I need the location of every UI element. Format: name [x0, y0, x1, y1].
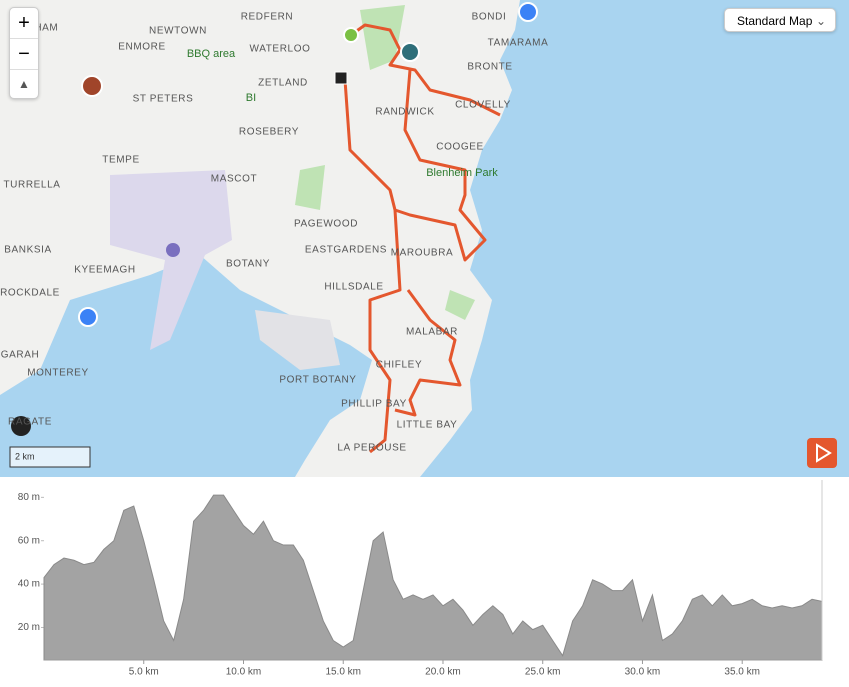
place-label: KYEEMAGH	[74, 265, 135, 276]
place-label: RAGATE	[8, 417, 52, 428]
x-tick-label: 25.0 km	[525, 667, 561, 678]
play-icon	[816, 443, 832, 463]
place-label: BRONTE	[467, 62, 512, 73]
place-label: WATERLOO	[250, 44, 311, 55]
zoom-in[interactable]: +	[18, 12, 30, 34]
start-marker[interactable]	[343, 27, 359, 43]
compass[interactable]: ▲	[10, 69, 38, 98]
place-label: MAROUBRA	[391, 248, 454, 259]
park-label: Blenheim Park	[426, 167, 498, 179]
scale-label: 2 km	[15, 451, 35, 461]
place-label: PORT BOTANY	[279, 375, 356, 386]
place-label: MONTEREY	[27, 368, 88, 379]
map-style-label: Standard Map	[737, 14, 813, 28]
place-label: RANDWICK	[375, 107, 434, 118]
place-label: ST PETERS	[133, 94, 194, 105]
y-tick-label: 60 m	[18, 535, 40, 546]
place-label: ROCKDALE	[0, 288, 60, 299]
repair-marker[interactable]	[400, 42, 420, 62]
x-tick-label: 35.0 km	[724, 667, 760, 678]
scale-bar	[9, 446, 91, 468]
route	[343, 23, 501, 454]
place-label: GARAH	[1, 350, 40, 361]
place-label: EASTGARDENS	[305, 245, 387, 256]
elevation-chart: 20 m 40 m 60 m 80 m 5.0 km 10.0 km 15.0 km 20.0…	[18, 480, 823, 678]
photo-marker[interactable]	[518, 2, 538, 22]
photo-marker[interactable]	[78, 307, 98, 327]
x-tick-label: 30.0 km	[625, 667, 661, 678]
park	[445, 290, 475, 320]
airport	[110, 170, 232, 350]
park-label: BBQ area	[187, 48, 236, 60]
play-button[interactable]	[807, 438, 837, 468]
place-label: CHIFLEY	[376, 360, 422, 371]
place-label: BOTANY	[226, 259, 270, 270]
y-tick-label: 80 m	[18, 492, 40, 503]
place-label: TAMARAMA	[488, 38, 549, 49]
x-tick-label: 20.0 km	[425, 667, 461, 678]
place-label: MASCOT	[211, 174, 257, 185]
ocean	[420, 0, 849, 477]
place-label: BANKSIA	[4, 245, 52, 256]
x-tick-label: 5.0 km	[129, 667, 159, 678]
place-label: REDFERN	[241, 12, 294, 23]
place-label: MALABAR	[406, 327, 458, 338]
place-label: ZETLAND	[258, 78, 308, 89]
place-label: ENMORE	[118, 42, 166, 53]
x-tick-label: 15.0 km	[325, 667, 361, 678]
place-label: LITTLE BAY	[397, 420, 458, 431]
zoom-controls: + − ▲	[9, 7, 39, 99]
park	[360, 5, 405, 70]
place-label: ROSEBERY	[239, 127, 299, 138]
place-label: BONDI	[472, 12, 507, 23]
y-tick-label: 20 m	[18, 622, 40, 633]
place-label: HILLSDALE	[324, 282, 383, 293]
place-label: CLOVELLY	[455, 100, 511, 111]
park-label: BI	[246, 92, 256, 104]
place-label: LA PEROUSE	[337, 443, 406, 454]
park	[295, 165, 325, 210]
info-button[interactable]	[11, 416, 31, 436]
finish-marker[interactable]	[334, 71, 348, 85]
place-label: NEWTOWN	[149, 26, 207, 37]
zoom-out[interactable]: −	[10, 38, 38, 69]
place-label: COOGEE	[436, 142, 484, 153]
place-label: PAGEWOOD	[294, 219, 358, 230]
cafe-marker[interactable]	[81, 75, 103, 97]
y-tick-label: 40 m	[18, 579, 40, 590]
map-style-select[interactable]: Standard Map ⌄	[724, 8, 836, 32]
place-label: PHILLIP BAY	[341, 399, 407, 410]
place-label: TEMPE	[102, 155, 139, 166]
port	[255, 310, 340, 370]
place-label: TURRELLA	[3, 180, 60, 191]
elevation-area	[43, 494, 823, 661]
airport-icon	[166, 243, 180, 257]
x-tick-label: 10.0 km	[226, 667, 262, 678]
map[interactable]: 2 km REDFERNNEWTOWNWISHAMENMOREWATERLOOZ…	[0, 0, 849, 477]
